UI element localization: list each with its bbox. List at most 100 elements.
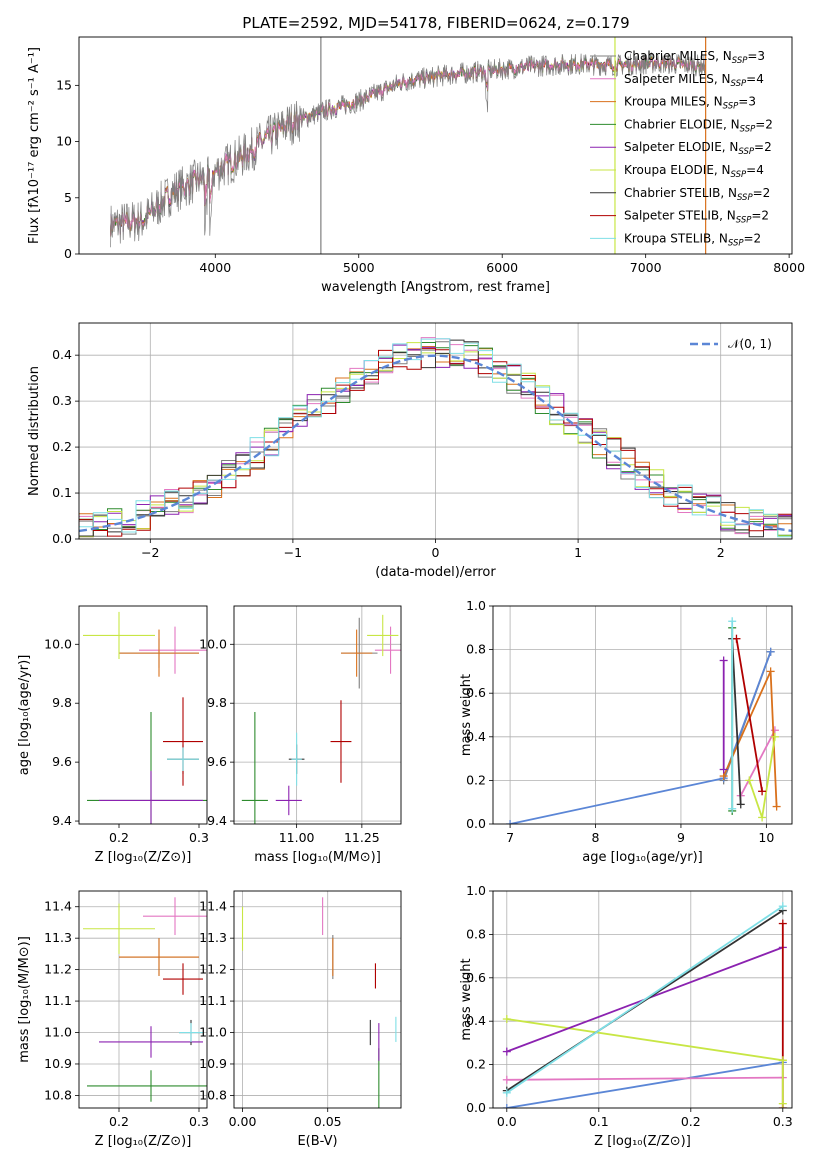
legend-entry: Kroupa ELODIE, NSSP=4 [624,163,764,180]
tick-label-x: 7 [506,830,514,845]
tick-label-x: 0.3 [189,830,209,845]
tick-label-y: 0.2 [466,772,486,787]
legend-entry: Kroupa MILES, NSSP=3 [624,95,756,112]
x-axis-label: age [log₁₀(age/yr)] [582,850,703,865]
tick-label-x: 8 [592,830,600,845]
axes-residual_histogram: −2 −1 0 1 2 0.0 0.1 0.2 0.3 0.4 (data-model)/error… [27,322,793,580]
axes-mass_vs_Z: 0.2 0.3 10.8 10.9 11.0 11.1 11.2 11.3 11.4 Z [log… [17,890,209,1149]
axes-mass_vs_EBV: 0.00 0.05 10.8 10.9 11.0 11.1 11.2 11.3 11.4 E(B-… [199,890,402,1149]
points-mass_vs_Z [83,897,207,1102]
axes-frame [492,605,793,825]
lines-mass_weight_vs_Z [502,902,787,1108]
legend-entry: Kroupa STELIB, NSSP=2 [624,231,761,248]
x-axis-label: E(B-V) [297,1134,337,1149]
axes-spectrum: 4000 5000 6000 7000 8000 0 5 10 15 wavelength [An… [27,36,805,295]
tick-label-x: 1 [574,545,582,560]
tick-label-y: 9.8 [207,695,227,710]
histogram-kroupa_stelib [79,338,792,538]
tick-label-y: 0.0 [52,531,72,546]
tick-label-y: 0.4 [52,347,72,362]
tick-label-x: 0.2 [109,1114,129,1129]
tick-label-y: 0.3 [52,393,72,408]
tick-label-y: 0.8 [466,642,486,657]
series-chabrier_stelib [731,638,742,805]
tick-label-y: 9.8 [52,695,72,710]
axes-frame [233,890,402,1109]
x-axis-label: mass [log₁₀(M/M⊙)] [254,850,381,865]
legend-spectrum: Chabrier MILES, NSSP=3 Salpeter MILES, NS… [590,49,773,248]
tick-label-x: 0.05 [314,1114,342,1129]
axes-frame [492,890,793,1109]
tick-label-x: 0.0 [497,1114,517,1129]
tick-label-y: 0.2 [466,1057,486,1072]
points-age_vs_Z [83,611,207,824]
y-axis-label: Normed distribution [27,366,42,496]
series-kroupa_stelib [506,905,784,1094]
tick-label-y: 10 [56,134,72,149]
legend-entry: Salpeter MILES, NSSP=4 [624,72,764,89]
points-age_vs_mass [241,614,401,824]
y-axis-label: mass [log₁₀(M/M⊙)] [17,936,32,1063]
tick-label-x: 0 [432,545,440,560]
axes-age_vs_mass: 11.00 11.25 9.4 9.6 9.8 10.0 mass [log₁₀(M/M⊙)… [199,605,402,865]
tick-label-x: 10 [758,830,774,845]
axes-frame [78,890,208,1109]
tick-label-y: 9.6 [207,754,227,769]
tick-label-y: 11.3 [44,930,72,945]
tick-label-y: 0.0 [466,1100,486,1115]
tick-label-y: 11.0 [199,1025,227,1040]
tick-label-y: 11.1 [199,993,227,1008]
y-axis-label: age [log₁₀(age/yr)] [17,655,32,776]
spectrum-lines [110,37,707,254]
y-axis-label: Flux [fλ10⁻¹⁷ erg cm⁻² s⁻¹ A⁻¹] [27,47,42,244]
tick-label-y: 0.6 [466,970,486,985]
axes-frame [233,605,402,825]
legend-entry: Chabrier ELODIE, NSSP=2 [624,117,773,134]
histograms [79,337,792,538]
tick-label-x: 11.25 [344,830,380,845]
legend-entry: Chabrier STELIB, NSSP=2 [624,186,770,203]
figure-title: PLATE=2592, MJD=54178, FIBERID=0624, z=0… [242,14,629,32]
y-axis-label: mass weight [459,958,474,1040]
tick-label-y: 0.1 [52,485,72,500]
gaussian-curve [79,354,792,533]
tick-label-x: 9 [677,830,685,845]
series-kroupa_elodie [506,1018,783,1062]
points-mass_vs_EBV [241,897,397,1108]
tick-label-y: 9.4 [207,813,227,828]
x-axis-label: (data-model)/error [375,565,496,580]
tick-label-y: 5 [64,190,72,205]
tick-label-x: 4000 [199,260,231,275]
tick-label-x: 0.00 [229,1114,257,1129]
tick-label-y: 11.4 [199,899,227,914]
legend-entry: Salpeter STELIB, NSSP=2 [624,209,769,226]
axes-age_vs_Z: 0.2 0.3 9.4 9.6 9.8 10.0 Z [log₁₀(Z/Z⊙)] age [l… [17,605,209,865]
axes-frame [78,605,208,825]
tick-label-x: 11.00 [279,830,315,845]
tick-label-y: 11.2 [44,962,72,977]
tick-label-y: 0.4 [466,1013,486,1028]
axes-frame [78,322,793,540]
tick-label-y: 0.4 [466,729,486,744]
tick-label-y: 1.0 [466,883,486,898]
series-salpeter_stelib [735,638,763,792]
legend-gauss-label: 𝒩(0, 1) [728,337,772,351]
tick-label-x: 8000 [773,260,805,275]
x-axis-label: wavelength [Angstrom, rest frame] [321,280,550,295]
x-axis-label: Z [log₁₀(Z/Z⊙)] [95,1134,192,1149]
series-gauss [506,1061,783,1108]
tick-label-y: 9.4 [52,813,72,828]
tick-label-x: −1 [284,545,302,560]
tick-label-x: −2 [141,545,159,560]
tick-label-y: 0 [64,246,72,261]
legend-entry: Chabrier MILES, NSSP=3 [624,49,765,66]
x-axis-label: Z [log₁₀(Z/Z⊙)] [594,1134,691,1149]
tick-label-x: 0.2 [109,830,129,845]
tick-label-y: 11.3 [199,930,227,945]
lines-mass_weight_vs_age [506,617,781,824]
tick-label-x: 5000 [343,260,375,275]
tick-label-x: 7000 [630,260,662,275]
tick-label-y: 10.9 [44,1056,72,1071]
